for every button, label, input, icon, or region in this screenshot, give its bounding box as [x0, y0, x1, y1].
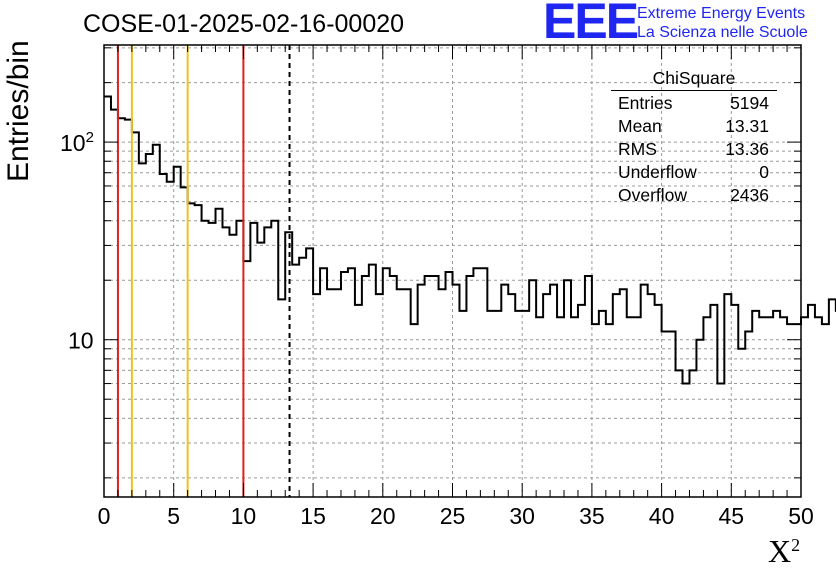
x-tick-label: 40 [649, 503, 675, 529]
x-tick-label: 25 [440, 503, 466, 529]
y-tick-label: 10 [68, 328, 94, 354]
logo-line-1: Extreme Energy Events [637, 5, 806, 22]
x-tick-label: 20 [370, 503, 396, 529]
y-tick-label-exponent: 2 [86, 129, 94, 146]
x-axis-label-exponent: 2 [791, 535, 801, 555]
stats-row-underflow: Underflow 0 [611, 161, 777, 184]
stats-mean-value: 13.31 [725, 116, 769, 136]
logo-line-2: La Scienza nelle Scuole [637, 24, 808, 41]
x-tick-label: 35 [579, 503, 605, 529]
stats-underflow-label: Underflow [618, 162, 697, 182]
plot-area [104, 45, 801, 497]
stats-row-overflow: Overflow 2436 [611, 184, 777, 207]
x-axis-label: X2 [768, 533, 801, 569]
stats-entries-label: Entries [618, 93, 673, 113]
x-tick-label: 15 [300, 503, 326, 529]
x-tick-label: 0 [98, 503, 111, 529]
y-tick-label: 102 [60, 129, 94, 156]
eee-logo: EEE [543, 0, 639, 49]
stats-rms-value: 13.36 [725, 139, 769, 159]
stats-overflow-value: 2436 [730, 185, 769, 205]
stats-title: ChiSquare [611, 67, 777, 91]
stats-mean-label: Mean [618, 116, 662, 136]
histogram-series [104, 95, 836, 385]
x-tick-label: 45 [719, 503, 745, 529]
stats-row-rms: RMS 13.36 [611, 138, 777, 161]
stats-underflow-value: 0 [759, 162, 769, 182]
x-tick-label: 50 [788, 503, 814, 529]
x-tick-label: 30 [509, 503, 535, 529]
stats-overflow-label: Overflow [618, 185, 688, 205]
x-tick-label: 5 [167, 503, 180, 529]
stats-row-entries: Entries 5194 [611, 92, 777, 115]
stats-row-mean: Mean 13.31 [611, 115, 777, 138]
chart-title: COSE-01-2025-02-16-00020 [83, 10, 405, 38]
y-axis-label: Entries/bin [2, 40, 35, 182]
stats-entries-value: 5194 [730, 93, 769, 113]
x-tick-label: 10 [231, 503, 257, 529]
stats-box: ChiSquare Entries 5194 Mean 13.31 RMS 13… [611, 67, 777, 207]
stats-rms-label: RMS [618, 139, 657, 159]
